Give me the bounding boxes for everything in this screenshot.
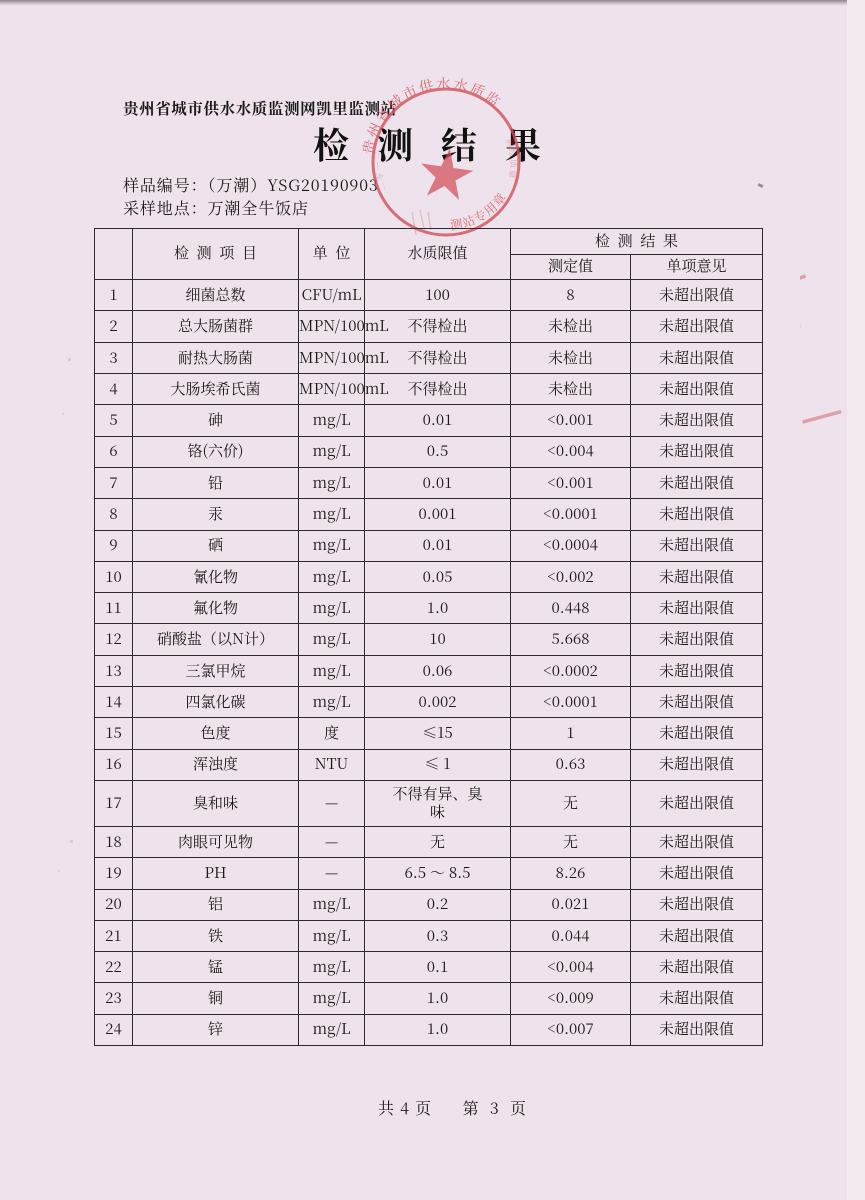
svg-text:站专: 站专 (800, 318, 804, 338)
svg-text:贵州省城市供水水质监: 贵州省城市供水水质监 (357, 73, 506, 156)
